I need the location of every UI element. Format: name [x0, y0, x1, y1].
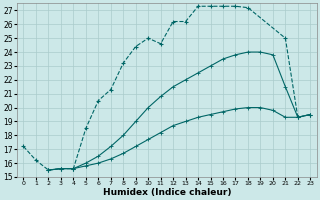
X-axis label: Humidex (Indice chaleur): Humidex (Indice chaleur): [103, 188, 231, 197]
